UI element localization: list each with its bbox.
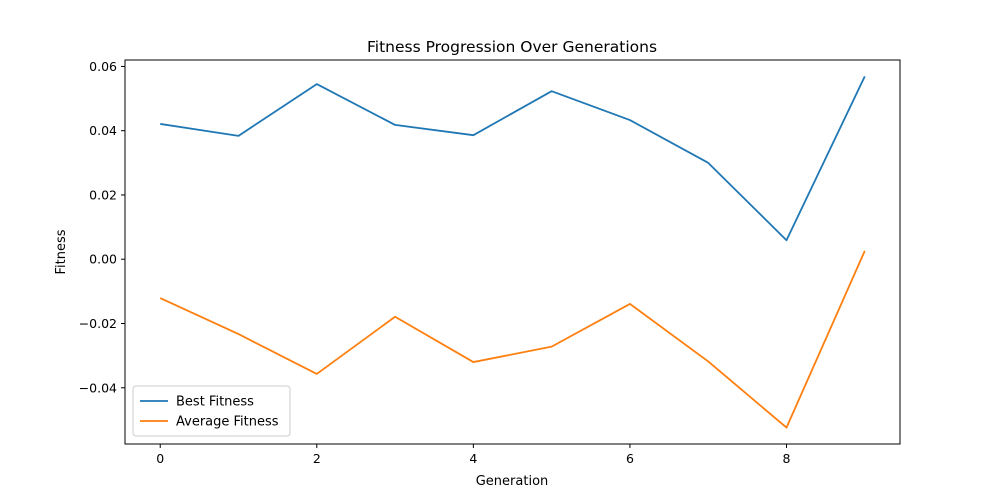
x-tick-label: 4 (469, 451, 477, 466)
y-tick-label: −0.04 (79, 380, 117, 395)
x-tick-label: 8 (783, 451, 791, 466)
y-tick-label: 0.06 (89, 59, 117, 74)
y-tick-label: 0.04 (89, 123, 117, 138)
plot-area (125, 60, 900, 444)
series-line-2 (159, 250, 866, 429)
series-line-1 (160, 76, 866, 242)
legend: Best Fitness Average Fitness (132, 385, 291, 437)
legend-label-2: Average Fitness (176, 415, 279, 430)
legend-box (132, 385, 291, 437)
y-axis-label: Fitness (54, 229, 69, 274)
legend-label-1: Best Fitness (176, 395, 254, 410)
x-tick-label: 6 (626, 451, 634, 466)
x-axis-label: Generation (476, 474, 549, 489)
x-tick-label: 0 (156, 451, 164, 466)
y-tick-label: −0.02 (79, 316, 117, 331)
chart-title: Fitness Progression Over Generations (367, 38, 657, 56)
x-axis: 0 2 4 6 8 (156, 444, 791, 466)
plot-frame (124, 59, 901, 445)
x-tick-label: 2 (313, 451, 321, 466)
y-axis: −0.04 −0.02 0.00 0.02 0.04 0.06 (79, 59, 125, 395)
y-tick-label: 0.00 (89, 252, 117, 267)
series-layer (159, 76, 866, 429)
y-tick-label: 0.02 (89, 187, 117, 202)
